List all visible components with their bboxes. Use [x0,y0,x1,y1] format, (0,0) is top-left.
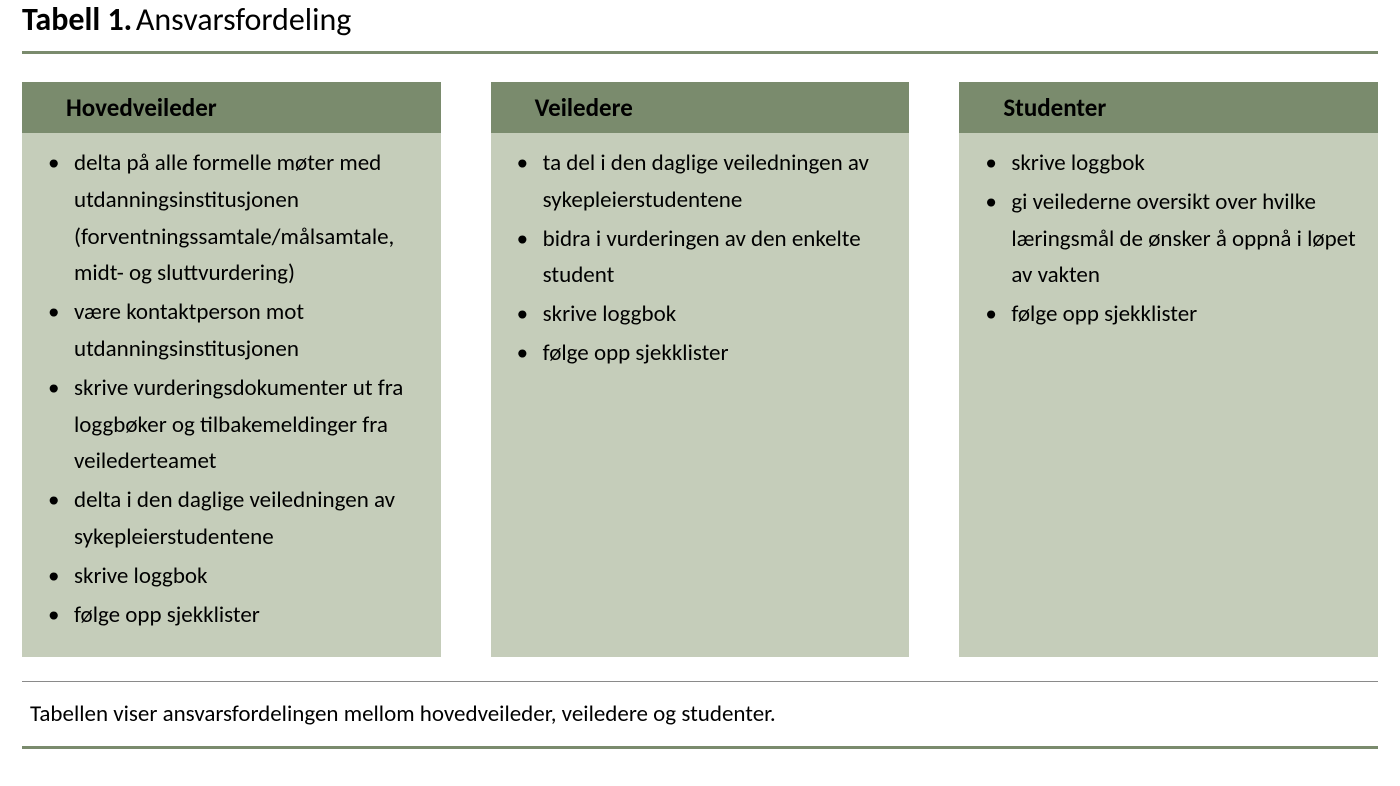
column-body: ta del i den daglige veiledningen av syk… [491,133,910,657]
column-list: delta på alle formelle møter med utdanni… [44,145,419,633]
list-item: skrive vurderingsdokumenter ut fra loggb… [44,370,419,480]
list-item: delta i den daglige veiledningen av syke… [44,482,419,556]
list-item: skrive loggbok [44,558,419,595]
column-list: skrive loggbok gi veilederne oversikt ov… [981,145,1356,333]
column-veiledere: Veiledere ta del i den daglige veilednin… [491,82,910,657]
list-item: gi veilederne oversikt over hvilke lærin… [981,184,1356,294]
columns-container: Hovedveileder delta på alle formelle møt… [22,82,1378,657]
table-title: Ansvarsfordeling [136,0,351,39]
list-item: skrive loggbok [981,145,1356,182]
table-label: Tabell 1. [22,0,132,39]
column-studenter: Studenter skrive loggbok gi veilederne o… [959,82,1378,657]
column-hovedveileder: Hovedveileder delta på alle formelle møt… [22,82,441,657]
column-body: skrive loggbok gi veilederne oversikt ov… [959,133,1378,657]
column-header: Studenter [959,82,1378,133]
table-caption-row: Tabellen viser ansvarsfordelingen mellom… [22,681,1378,749]
table-title-row: Tabell 1. Ansvarsfordeling [22,0,1378,54]
list-item: bidra i vurderingen av den enkelte stude… [513,221,888,295]
column-header: Veiledere [491,82,910,133]
list-item: skrive loggbok [513,296,888,333]
list-item: ta del i den daglige veiledningen av syk… [513,145,888,219]
list-item: være kontaktperson mot utdanningsinstitu… [44,294,419,368]
table-caption: Tabellen viser ansvarsfordelingen mellom… [30,700,1370,728]
list-item: følge opp sjekklister [44,597,419,634]
column-list: ta del i den daglige veiledningen av syk… [513,145,888,372]
list-item: følge opp sjekklister [981,296,1356,333]
column-body: delta på alle formelle møter med utdanni… [22,133,441,657]
column-header: Hovedveileder [22,82,441,133]
list-item: følge opp sjekklister [513,335,888,372]
list-item: delta på alle formelle møter med utdanni… [44,145,419,292]
